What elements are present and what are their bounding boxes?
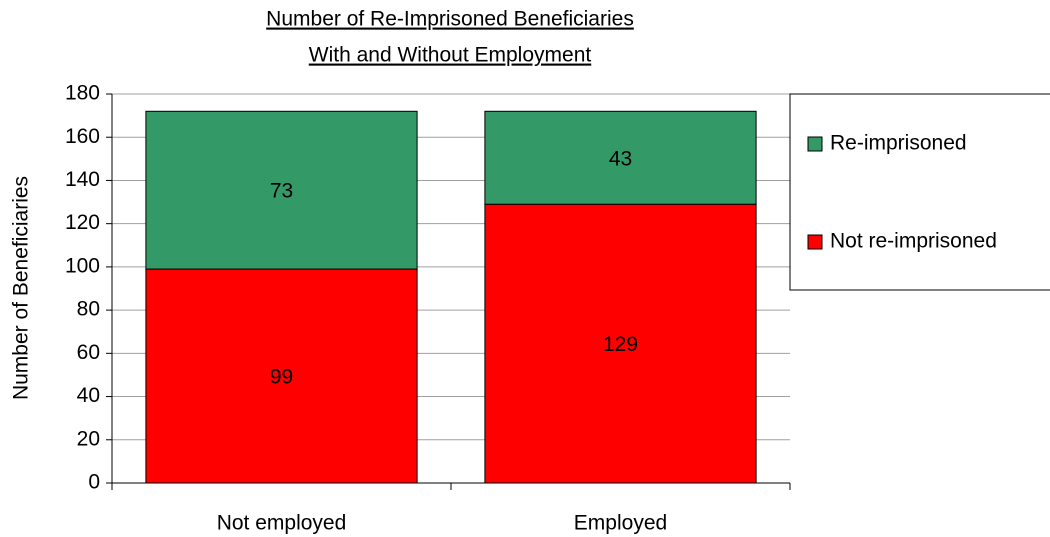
y-tick-label: 0 bbox=[88, 471, 100, 494]
legend-label: Not re-imprisoned bbox=[830, 230, 997, 253]
y-tick-label: 80 bbox=[77, 298, 100, 321]
x-tick-label: Not employed bbox=[217, 512, 347, 535]
bar-segment bbox=[484, 110, 757, 205]
chart-title: With and Without Employment bbox=[309, 44, 592, 67]
y-tick-label: 140 bbox=[65, 168, 100, 191]
legend-box bbox=[789, 93, 1050, 291]
legend-swatch bbox=[807, 234, 823, 250]
data-label: 43 bbox=[609, 147, 632, 170]
y-tick-label: 120 bbox=[65, 211, 100, 234]
y-axis-label: Number of Beneficiaries bbox=[10, 176, 33, 400]
x-tick-label: Employed bbox=[574, 512, 667, 535]
bar-segment bbox=[484, 203, 757, 484]
y-tick-label: 100 bbox=[65, 254, 100, 277]
y-tick-label: 40 bbox=[77, 384, 100, 407]
data-label: 129 bbox=[603, 333, 638, 356]
data-label: 99 bbox=[270, 366, 293, 389]
y-tick-label: 160 bbox=[65, 125, 100, 148]
data-label: 73 bbox=[270, 180, 293, 203]
y-tick-label: 20 bbox=[77, 427, 100, 450]
legend-swatch bbox=[807, 136, 823, 152]
chart-title: Number of Re-Imprisoned Beneficiaries bbox=[266, 8, 634, 31]
bar-segment bbox=[145, 110, 418, 270]
legend-label: Re-imprisoned bbox=[830, 132, 967, 155]
y-tick-label: 180 bbox=[65, 82, 100, 105]
y-tick-label: 60 bbox=[77, 341, 100, 364]
